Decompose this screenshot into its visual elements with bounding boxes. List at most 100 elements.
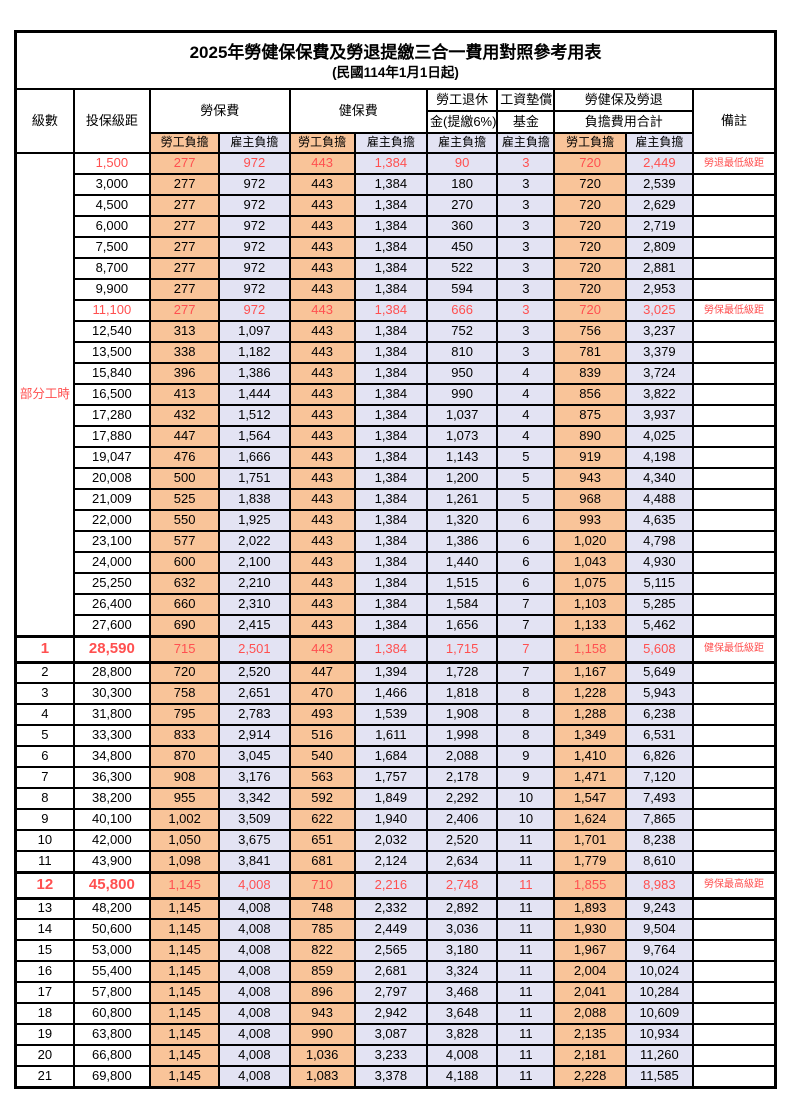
wage-fund-employer-cell: 11 — [496, 1023, 556, 1046]
health-insurance-employee-cell: 493 — [288, 703, 356, 726]
total-employer-cell: 2,719 — [624, 215, 694, 238]
pension-employer-cell: 1,728 — [425, 661, 499, 684]
health-insurance-employer-cell: 1,384 — [353, 446, 429, 469]
premium-table: 2025年勞健保保費及勞退提繳三合一費用對照參考用表 (民國114年1月1日起)… — [14, 30, 777, 1089]
level-cell: 19 — [14, 1023, 75, 1046]
pension-employer-cell: 522 — [425, 257, 499, 280]
pension-employer-cell: 2,634 — [425, 850, 499, 873]
wage-fund-employer-cell: 8 — [496, 703, 556, 726]
bracket-cell: 20,008 — [72, 467, 152, 490]
remark-cell — [691, 960, 777, 983]
total-employee-cell: 2,004 — [553, 960, 627, 983]
health-insurance-employer-cell: 1,684 — [353, 745, 429, 768]
labor-insurance-employee-cell: 690 — [148, 614, 221, 637]
labor-insurance-employee-cell: 277 — [148, 299, 221, 322]
table-row: 19 63,800 1,145 4,008 990 3,087 3,828 11 2,135 10… — [14, 1023, 777, 1046]
pension-employer-cell: 594 — [425, 278, 499, 301]
bracket-cell: 12,540 — [72, 320, 152, 343]
total-employer-cell: 5,115 — [624, 572, 694, 595]
health-insurance-employee-cell: 443 — [288, 320, 356, 343]
header-labor-insurance: 勞保費 — [149, 88, 291, 134]
table-row: 6 34,800 870 3,045 540 1,684 2,088 9 1,410 6,826 — [14, 745, 777, 768]
labor-insurance-employer-cell: 1,564 — [218, 425, 291, 448]
pension-employer-cell: 990 — [425, 383, 499, 406]
level-cell: 9 — [14, 808, 75, 831]
level-cell: 11 — [14, 850, 75, 873]
labor-insurance-employer-cell: 3,176 — [218, 766, 291, 789]
wage-fund-employer-cell: 3 — [496, 257, 556, 280]
labor-insurance-employee-cell: 447 — [148, 425, 221, 448]
total-employee-cell: 2,181 — [553, 1044, 627, 1067]
pension-employer-cell: 1,515 — [425, 572, 499, 595]
wage-fund-employer-cell: 11 — [496, 897, 556, 920]
bracket-cell: 43,900 — [72, 850, 152, 873]
remark-cell — [691, 1002, 777, 1025]
health-insurance-employer-cell: 2,797 — [353, 981, 429, 1004]
health-insurance-employer-cell: 1,384 — [353, 634, 429, 664]
wage-fund-employer-cell: 7 — [496, 634, 556, 664]
health-insurance-employee-cell: 443 — [288, 215, 356, 238]
wage-fund-employer-cell: 10 — [496, 787, 556, 810]
table-row: 21 69,800 1,145 4,008 1,083 3,378 4,188 11 2,228… — [14, 1065, 777, 1088]
labor-insurance-employer-cell: 3,045 — [218, 745, 291, 768]
table-row: 25,250 632 2,210 443 1,384 1,515 6 1,075 5,115 — [16, 572, 777, 595]
remark-cell — [691, 787, 777, 810]
wage-fund-employer-cell: 6 — [496, 530, 556, 553]
bracket-cell: 33,300 — [72, 724, 152, 747]
bracket-cell: 9,900 — [72, 278, 152, 301]
table-row: 20,008 500 1,751 443 1,384 1,200 5 943 4,340 — [16, 467, 777, 490]
level-cell: 21 — [14, 1065, 75, 1088]
pension-employer-cell: 752 — [425, 320, 499, 343]
table-row: 18 60,800 1,145 4,008 943 2,942 3,648 11 2,088 10… — [14, 1002, 777, 1025]
health-insurance-employer-cell: 3,087 — [353, 1023, 429, 1046]
health-insurance-employee-cell: 443 — [288, 530, 356, 553]
health-insurance-employer-cell: 1,384 — [353, 593, 429, 616]
table-row: 3,000 277 972 443 1,384 180 3 720 2,539 — [16, 173, 777, 196]
bracket-cell: 17,880 — [72, 425, 152, 448]
health-insurance-employer-cell: 1,384 — [353, 173, 429, 196]
remark-cell — [691, 661, 777, 684]
total-employer-cell: 6,238 — [624, 703, 694, 726]
total-employer-cell: 10,284 — [624, 981, 694, 1004]
table-row: 15,840 396 1,386 443 1,384 950 4 839 3,724 — [16, 362, 777, 385]
remark-cell — [691, 341, 777, 364]
wage-fund-employer-cell: 3 — [496, 173, 556, 196]
total-employee-cell: 993 — [553, 509, 627, 532]
labor-insurance-employee-cell: 525 — [148, 488, 221, 511]
total-employer-cell: 3,937 — [624, 404, 694, 427]
labor-insurance-employer-cell: 1,666 — [218, 446, 291, 469]
table-row: 8 38,200 955 3,342 592 1,849 2,292 10 1,547 7,493 — [14, 787, 777, 810]
pension-employer-cell: 1,037 — [425, 404, 499, 427]
bracket-cell: 30,300 — [72, 682, 152, 705]
pension-employer-cell: 4,188 — [425, 1065, 499, 1088]
labor-insurance-employee-cell: 413 — [148, 383, 221, 406]
wage-fund-employer-cell: 11 — [496, 870, 556, 900]
bracket-cell: 1,500 — [72, 152, 152, 175]
health-insurance-employee-cell: 748 — [288, 897, 356, 920]
bracket-cell: 31,800 — [72, 703, 152, 726]
total-employer-cell: 9,764 — [624, 939, 694, 962]
labor-insurance-employer-cell: 2,415 — [218, 614, 291, 637]
table-row: 27,600 690 2,415 443 1,384 1,656 7 1,133 5,462 — [16, 614, 777, 637]
total-employer-cell: 3,724 — [624, 362, 694, 385]
remark-cell — [691, 404, 777, 427]
table-row: 15 53,000 1,145 4,008 822 2,565 3,180 11 1,967 9,… — [14, 939, 777, 962]
page-subtitle: (民國114年1月1日起) — [332, 65, 459, 81]
total-employer-cell: 3,822 — [624, 383, 694, 406]
health-insurance-employee-cell: 470 — [288, 682, 356, 705]
level-cell: 7 — [14, 766, 75, 789]
labor-insurance-employer-cell: 2,501 — [218, 634, 291, 664]
health-insurance-employer-cell: 1,384 — [353, 194, 429, 217]
wage-fund-employer-cell: 11 — [496, 850, 556, 873]
total-employer-cell: 2,809 — [624, 236, 694, 259]
total-employer-cell: 3,025 — [624, 299, 694, 322]
labor-insurance-employer-cell: 4,008 — [218, 1002, 291, 1025]
health-insurance-employer-cell: 1,384 — [353, 236, 429, 259]
wage-fund-employer-cell: 3 — [496, 236, 556, 259]
table-row: 23,100 577 2,022 443 1,384 1,386 6 1,020 4,798 — [16, 530, 777, 553]
wage-fund-employer-cell: 11 — [496, 1065, 556, 1088]
total-employee-cell: 856 — [553, 383, 627, 406]
remark-cell — [691, 1044, 777, 1067]
table-row: 13 48,200 1,145 4,008 748 2,332 2,892 11 1,893 9,… — [14, 897, 777, 920]
total-employee-cell: 1,779 — [553, 850, 627, 873]
